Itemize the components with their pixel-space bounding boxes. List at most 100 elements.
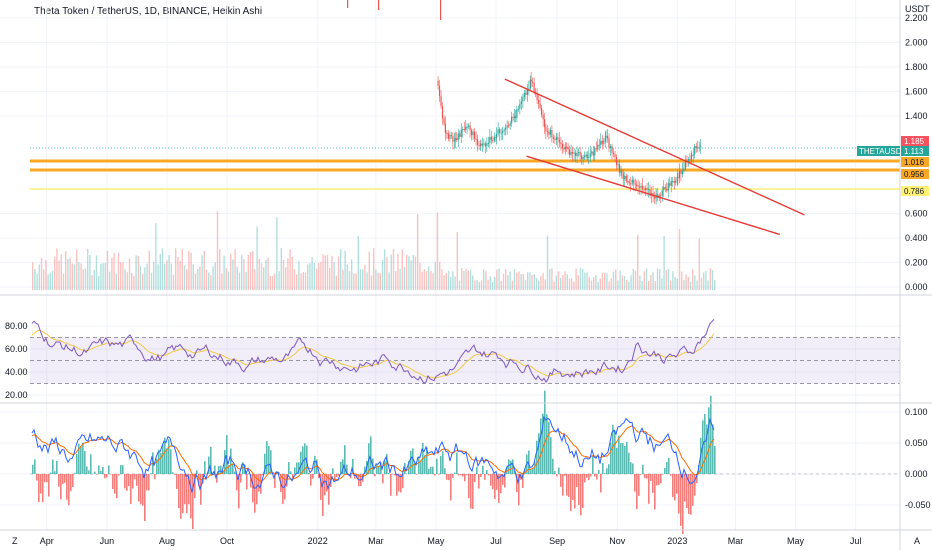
volume-bar: [313, 262, 315, 290]
macd-histogram-bar: [494, 474, 496, 499]
macd-histogram-bar: [410, 450, 412, 474]
candle: [533, 83, 535, 93]
rsi-axis-tick: 60.00: [5, 344, 28, 354]
volume-bar: [139, 265, 142, 290]
candle: [661, 190, 663, 196]
rsi-pane[interactable]: [30, 318, 900, 384]
candle: [614, 154, 616, 157]
volume-bar: [604, 272, 606, 290]
macd-histogram-bar: [318, 474, 320, 478]
candle: [446, 132, 448, 134]
macd-histogram-bar: [496, 474, 498, 490]
volume-bar: [351, 259, 353, 290]
macd-histogram-bar: [188, 474, 190, 505]
volume-bar: [175, 248, 177, 290]
rsi-axis-tick: 80.00: [5, 321, 28, 331]
macd-histogram-bar: [252, 474, 254, 503]
candle: [437, 80, 439, 86]
macd-histogram-bar: [370, 436, 372, 474]
price-axis-tick: 0.000: [905, 282, 928, 292]
candle: [664, 187, 666, 189]
macd-histogram-bar: [536, 440, 538, 474]
macd-histogram-bar: [646, 474, 648, 479]
candle: [700, 145, 702, 148]
volume-bar: [265, 260, 267, 290]
macd-histogram-bar: [508, 459, 510, 474]
candle: [441, 106, 444, 119]
time-axis-tick: May: [427, 536, 445, 546]
macd-histogram-bar: [218, 466, 220, 474]
macd-pane[interactable]: [30, 390, 900, 534]
volume-bar: [260, 263, 263, 290]
timezone-label[interactable]: Z: [12, 536, 18, 546]
macd-histogram-bar: [144, 474, 146, 522]
macd-histogram-bar: [600, 474, 602, 493]
candle: [627, 181, 629, 183]
macd-histogram-bar: [466, 474, 468, 476]
candle: [508, 125, 510, 127]
volume-bar: [412, 254, 414, 290]
volume-bar: [641, 280, 643, 290]
macd-histogram-bar: [456, 452, 458, 474]
candle: [473, 131, 476, 139]
time-axis[interactable]: Apr Jun Aug Oct 2022 Mar May Jul Sep Nov 2023 Mar Ma…: [40, 536, 862, 546]
macd-histogram-bar: [550, 437, 552, 474]
volume-bar: [243, 258, 245, 290]
volume-bar: [137, 255, 139, 290]
price-tag: 0.956: [904, 170, 925, 179]
volume-bar: [271, 275, 274, 290]
grid: [0, 0, 900, 530]
macd-histogram-bar: [544, 390, 546, 474]
volume-bar: [520, 273, 522, 290]
macd-histogram-bar: [138, 474, 140, 502]
candle: [536, 94, 538, 101]
macd-histogram-bar: [132, 474, 134, 489]
volume-bar: [601, 272, 604, 290]
volume-bar: [654, 281, 656, 290]
macd-histogram-bar: [52, 459, 54, 474]
macd-histogram-bar: [232, 463, 234, 474]
symbol-tag-bg: [857, 146, 900, 156]
volume-bar: [80, 263, 82, 290]
candle: [624, 175, 626, 180]
macd-histogram-bar: [556, 474, 558, 477]
volume-bar: [586, 272, 588, 290]
candle: [601, 140, 603, 144]
candle: [465, 126, 467, 130]
rsi-axis[interactable]: 80.00 60.00 40.00 20.00: [5, 321, 28, 400]
volume-bar: [258, 258, 260, 290]
volume-bar: [419, 262, 421, 290]
volume-bar: [181, 249, 183, 290]
price-pane[interactable]: [30, 0, 900, 290]
candle: [476, 139, 479, 146]
candle: [541, 107, 543, 115]
macd-histogram-bar: [706, 424, 708, 474]
macd-histogram-bar: [300, 451, 302, 474]
macd-histogram-bar: [186, 474, 188, 514]
macd-axis[interactable]: 0.100 0.050 0.000 -0.050: [905, 407, 931, 510]
volume-bar: [626, 280, 628, 290]
macd-histogram-bar: [78, 443, 80, 474]
macd-histogram-bar: [136, 474, 138, 486]
auto-scale-button[interactable]: A: [914, 536, 920, 546]
macd-histogram-bar: [450, 474, 452, 501]
time-axis-tick: Aug: [159, 536, 175, 546]
volume-bar: [38, 264, 40, 290]
macd-histogram-bar: [270, 450, 272, 474]
volume-bar: [161, 248, 164, 290]
volume-bar: [553, 281, 555, 290]
macd-histogram-bar: [406, 473, 408, 475]
volume-bar: [432, 273, 434, 290]
candle: [618, 164, 621, 173]
macd-histogram-bar: [630, 462, 632, 474]
volume-bar: [298, 261, 300, 290]
volume-bar: [157, 264, 159, 290]
macd-histogram-bar: [448, 474, 450, 481]
volume-bar: [685, 274, 687, 290]
volume-bar: [560, 277, 562, 290]
macd-histogram-bar: [230, 448, 232, 474]
macd-histogram-bar: [444, 468, 446, 474]
trendlines[interactable]: [504, 78, 805, 236]
